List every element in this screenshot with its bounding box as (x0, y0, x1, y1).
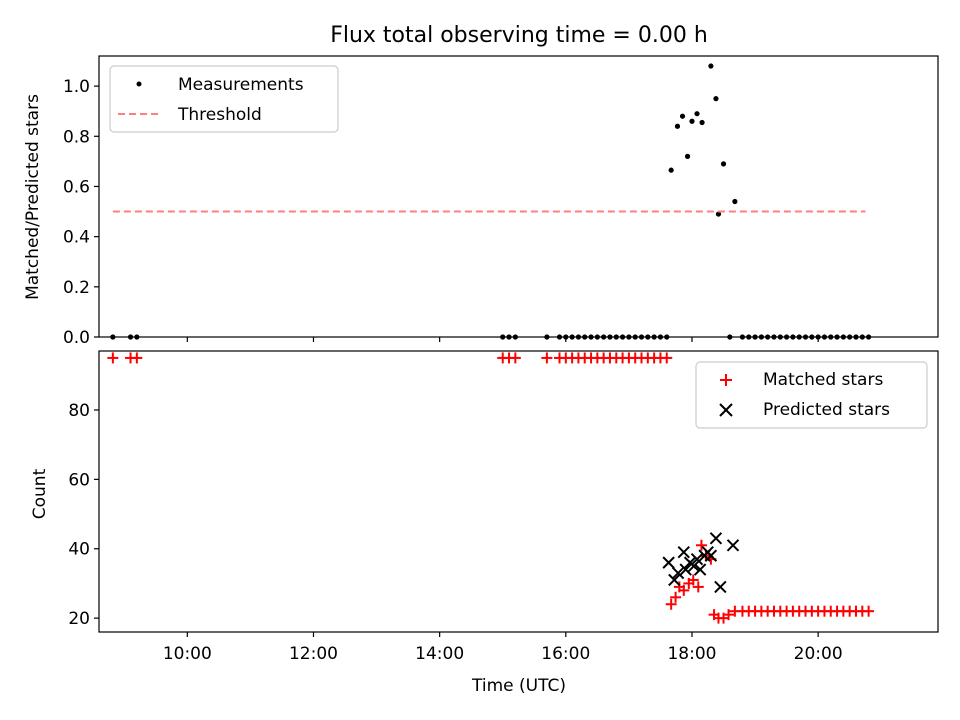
measurement-point (715, 211, 722, 217)
top-y-tick-label: 0.0 (63, 328, 90, 348)
top-axes-frame (98, 55, 939, 338)
legend-measurements-label: Measurements (178, 75, 304, 95)
bottom-axes-frame (98, 350, 939, 633)
legend-predicted-label: Predicted stars (763, 400, 890, 420)
predicted-star-point (714, 580, 727, 594)
top-y-tick-label: 0.4 (63, 228, 90, 248)
measurement-point (679, 113, 686, 119)
bottom-y-tick-label: 40 (68, 540, 90, 560)
top-y-axis-label: Matched/Predicted stars (23, 94, 43, 300)
legend-threshold-label: Threshold (177, 105, 262, 125)
matched-star-point (509, 352, 521, 364)
top-x-axis (186, 337, 819, 342)
bottom-x-tick-label: 12:00 (289, 644, 338, 664)
bottom-plot-area (107, 352, 875, 624)
predicted-star-point (704, 549, 718, 562)
measurement-point (694, 111, 700, 117)
top-y-axis: 0.0 0.2 0.4 0.6 0.8 1.0 (63, 77, 99, 348)
predicted-star-point (687, 559, 701, 573)
bottom-x-tick-label: 10:00 (163, 644, 212, 664)
bottom-y-tick-label: 80 (68, 401, 90, 421)
legend-matched-marker (720, 374, 732, 386)
predicted-star-point (668, 573, 681, 587)
measurement-point (713, 96, 719, 102)
matched-star-point (670, 591, 682, 603)
measurement-point (684, 153, 691, 159)
bottom-x-tick-label: 16:00 (541, 644, 590, 664)
predicted-star-point (679, 563, 692, 576)
bottom-x-tick-label: 20:00 (794, 644, 843, 664)
top-y-tick-label: 1.0 (63, 77, 90, 97)
matched-star-point (695, 539, 707, 551)
measurement-point (732, 198, 738, 205)
x-axis-label: Time (UTC) (471, 676, 566, 696)
measurement-point (668, 167, 674, 173)
matched-star-point (678, 584, 690, 596)
predicted-star-point (662, 556, 675, 569)
predicted-star-point (709, 532, 723, 545)
measurement-point (689, 118, 695, 124)
bottom-y-axis-label: Count (30, 468, 50, 519)
figure-title: Flux total observing time = 0.00 h (330, 23, 708, 48)
matched-star-point (541, 352, 553, 364)
measurement-point (674, 123, 681, 129)
legend-predicted-marker (719, 403, 733, 417)
matched-star-point (687, 574, 699, 586)
top-panel: 0.0 0.2 0.4 0.6 0.8 1.0 Matched/Predicted sta… (23, 55, 939, 348)
matched-star-point (107, 352, 119, 364)
matched-star-point (692, 581, 704, 593)
legend-measurements-marker (136, 81, 142, 87)
bottom-y-tick-label: 60 (68, 470, 90, 490)
predicted-star-point (671, 566, 685, 580)
matched-star-point (661, 352, 673, 364)
bottom-y-tick-label: 20 (68, 609, 90, 629)
matched-star-point (131, 352, 143, 364)
measurement-point (720, 161, 727, 167)
top-legend-box (109, 65, 339, 133)
predicted-star-point (690, 552, 704, 566)
measurement-point (699, 119, 705, 126)
top-legend: Measurements Threshold (109, 65, 339, 133)
top-plot-area (110, 63, 872, 340)
bottom-legend: Matched stars Predicted stars (695, 361, 928, 429)
top-y-tick-label: 0.2 (63, 278, 90, 298)
bottom-x-axis: 10:00 12:00 14:00 16:00 18:00 20:00 (163, 632, 843, 664)
legend-matched-label: Matched stars (763, 370, 883, 390)
bottom-y-axis: 20 40 60 80 (68, 401, 99, 629)
bottom-x-tick-label: 14:00 (415, 644, 464, 664)
top-y-tick-label: 0.8 (63, 127, 90, 147)
bottom-legend-box (695, 361, 928, 429)
predicted-star-point (677, 546, 690, 559)
predicted-star-point (726, 539, 740, 552)
matched-star-point (665, 598, 677, 610)
matched-star-point (863, 605, 875, 617)
top-y-tick-label: 0.6 (63, 177, 90, 197)
measurement-point (708, 63, 714, 69)
predicted-star-point (693, 563, 707, 576)
matched-star-point (723, 609, 735, 621)
bottom-x-tick-label: 18:00 (667, 644, 716, 664)
